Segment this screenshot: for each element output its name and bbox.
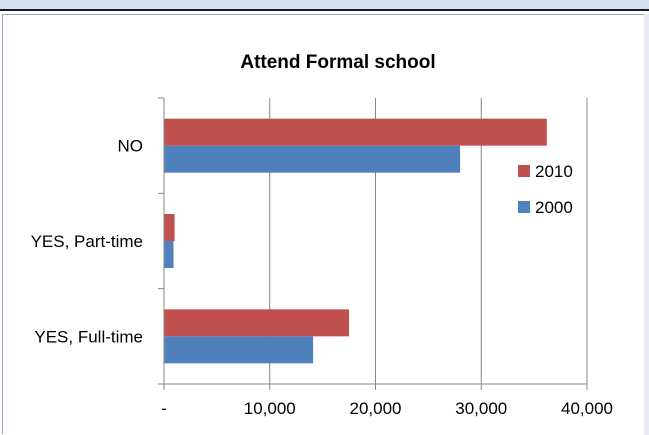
chart-area — [2, 14, 646, 434]
bar — [164, 241, 174, 268]
bar — [164, 336, 314, 364]
category-labels: NO YES, Part-time YES, Full-time — [31, 137, 143, 347]
axes — [158, 97, 588, 390]
legend-label: 2000 — [535, 198, 573, 217]
x-tick-label: 30,000 — [455, 399, 507, 418]
x-tick-label: - — [161, 399, 167, 418]
category-label: YES, Full-time — [34, 327, 143, 346]
legend-swatch — [518, 201, 530, 213]
chart-title: Attend Formal school — [240, 52, 435, 73]
bar — [164, 214, 175, 241]
category-label: NO — [118, 137, 144, 156]
legend: 2010 2000 — [518, 162, 573, 217]
bars — [164, 118, 547, 364]
window-right-edge — [644, 14, 649, 435]
window-top-band — [0, 0, 649, 11]
x-tick-labels: - 10,000 20,000 30,000 40,000 — [161, 399, 613, 418]
bar — [164, 118, 547, 146]
x-tick-label: 10,000 — [244, 399, 296, 418]
legend-label: 2010 — [535, 162, 573, 181]
x-tick-label: 20,000 — [350, 399, 402, 418]
bar — [164, 309, 350, 337]
legend-swatch — [518, 165, 530, 177]
x-tick-label: 40,000 — [561, 399, 613, 418]
bar — [164, 145, 461, 173]
category-label: YES, Part-time — [31, 232, 143, 251]
